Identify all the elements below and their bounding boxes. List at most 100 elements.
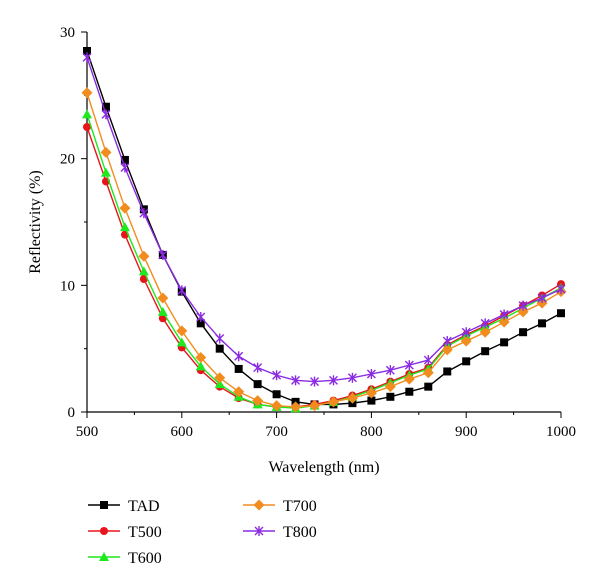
data-point-t600: [157, 306, 168, 316]
data-point-tad: [538, 319, 547, 328]
data-point-tad: [405, 387, 414, 396]
data-point-t800: [537, 293, 547, 303]
data-point-t800: [423, 355, 433, 366]
data-point-t600: [100, 167, 111, 177]
data-point-t700: [327, 396, 339, 408]
series-line-t700: [86, 92, 562, 408]
plot-frame: [86, 32, 561, 413]
data-point-t700: [346, 392, 358, 404]
data-point-t700: [195, 352, 207, 364]
data-point-t800: [480, 318, 490, 329]
data-point-t800: [404, 360, 414, 371]
data-point-tad: [424, 382, 433, 391]
legend-marker-t500: [100, 527, 108, 535]
data-point-t800: [499, 309, 509, 320]
data-point-t600: [214, 379, 225, 389]
data-point-t700: [460, 335, 472, 347]
data-point-tad: [196, 319, 205, 328]
legend-item-tad: TAD: [88, 498, 160, 515]
data-point-t800: [234, 351, 244, 362]
data-point-t700: [138, 250, 150, 262]
data-point-t600: [138, 266, 149, 276]
data-point-t700: [441, 344, 453, 356]
series-t600: [82, 109, 566, 413]
data-point-t700: [309, 400, 321, 412]
data-point-t800: [196, 312, 206, 322]
data-point-t700: [214, 372, 226, 384]
data-point-t700: [498, 316, 510, 328]
legend-label-t700: T700: [283, 498, 317, 515]
data-point-t600: [176, 337, 187, 347]
legend: TAD T500 T600 T700 T800: [88, 498, 317, 567]
legend-label-tad: TAD: [128, 498, 160, 515]
data-point-t600: [119, 222, 130, 232]
x-tick-label: 600: [171, 424, 194, 440]
data-point-t800: [556, 284, 566, 295]
data-point-tad: [120, 155, 129, 164]
series-layer: [81, 47, 567, 413]
data-point-tad: [462, 357, 471, 366]
legend-label-t600: T600: [128, 550, 162, 567]
data-point-t700: [100, 146, 112, 158]
data-point-t800: [328, 375, 338, 386]
x-tick-label: 700: [265, 424, 288, 440]
data-point-t800: [442, 336, 452, 347]
series-t800: [82, 52, 566, 387]
legend-item-t500: T500: [88, 524, 162, 541]
legend-item-t600: T600: [88, 550, 162, 567]
data-point-tad: [83, 47, 91, 55]
x-tick-label: 500: [76, 424, 99, 440]
series-t500: [83, 123, 565, 411]
y-tick-label: 30: [60, 25, 75, 41]
data-point-tad: [101, 102, 110, 111]
data-point-t800: [139, 208, 149, 219]
data-point-tad: [253, 380, 262, 389]
data-point-t800: [385, 365, 395, 376]
data-point-tad: [272, 390, 281, 399]
data-point-t700: [422, 367, 434, 379]
series-line-tad: [86, 50, 562, 406]
series-line-t600: [86, 114, 562, 409]
data-point-tad: [215, 344, 224, 353]
data-point-t800: [461, 327, 471, 338]
data-point-tad: [519, 328, 528, 337]
x-tick-label: 1000: [546, 424, 576, 440]
data-point-tad: [367, 396, 376, 405]
data-point-t700: [384, 381, 396, 393]
legend-item-t800: T800: [243, 524, 317, 541]
series-t700: [81, 87, 567, 413]
data-point-tad: [481, 347, 490, 356]
data-point-t600: [82, 109, 92, 119]
data-point-t700: [233, 386, 245, 398]
tick-labels: 500 600 700 800 900 1000 0 10 20 30: [60, 25, 576, 440]
series-tad: [83, 47, 565, 409]
axis-ticks: [81, 31, 562, 418]
legend-item-t700: T700: [243, 498, 317, 515]
data-point-t700: [479, 326, 491, 338]
data-point-t800: [291, 375, 301, 386]
data-point-tad: [500, 338, 509, 347]
data-point-t700: [252, 395, 264, 407]
data-point-tad: [443, 367, 452, 376]
data-point-t800: [158, 249, 168, 260]
data-point-t500: [83, 123, 91, 131]
data-point-t800: [347, 372, 357, 383]
data-point-t600: [195, 361, 206, 371]
data-point-t700: [365, 387, 377, 399]
data-point-t800: [120, 162, 130, 173]
data-point-tad: [386, 392, 395, 401]
x-axis-title: Wavelength (nm): [268, 459, 379, 476]
data-point-t700: [81, 87, 93, 99]
data-point-t800: [310, 376, 320, 387]
data-point-tad: [234, 364, 243, 373]
data-point-t800: [272, 370, 282, 381]
data-point-t700: [403, 373, 415, 385]
data-point-t800: [518, 300, 528, 311]
legend-marker-t600: [99, 552, 109, 561]
series-line-t500: [86, 126, 562, 408]
y-axis-title: Reflectivity (%): [27, 170, 44, 274]
data-point-t700: [119, 202, 131, 214]
x-tick-label: 900: [455, 424, 478, 440]
y-tick-label: 10: [60, 278, 75, 294]
